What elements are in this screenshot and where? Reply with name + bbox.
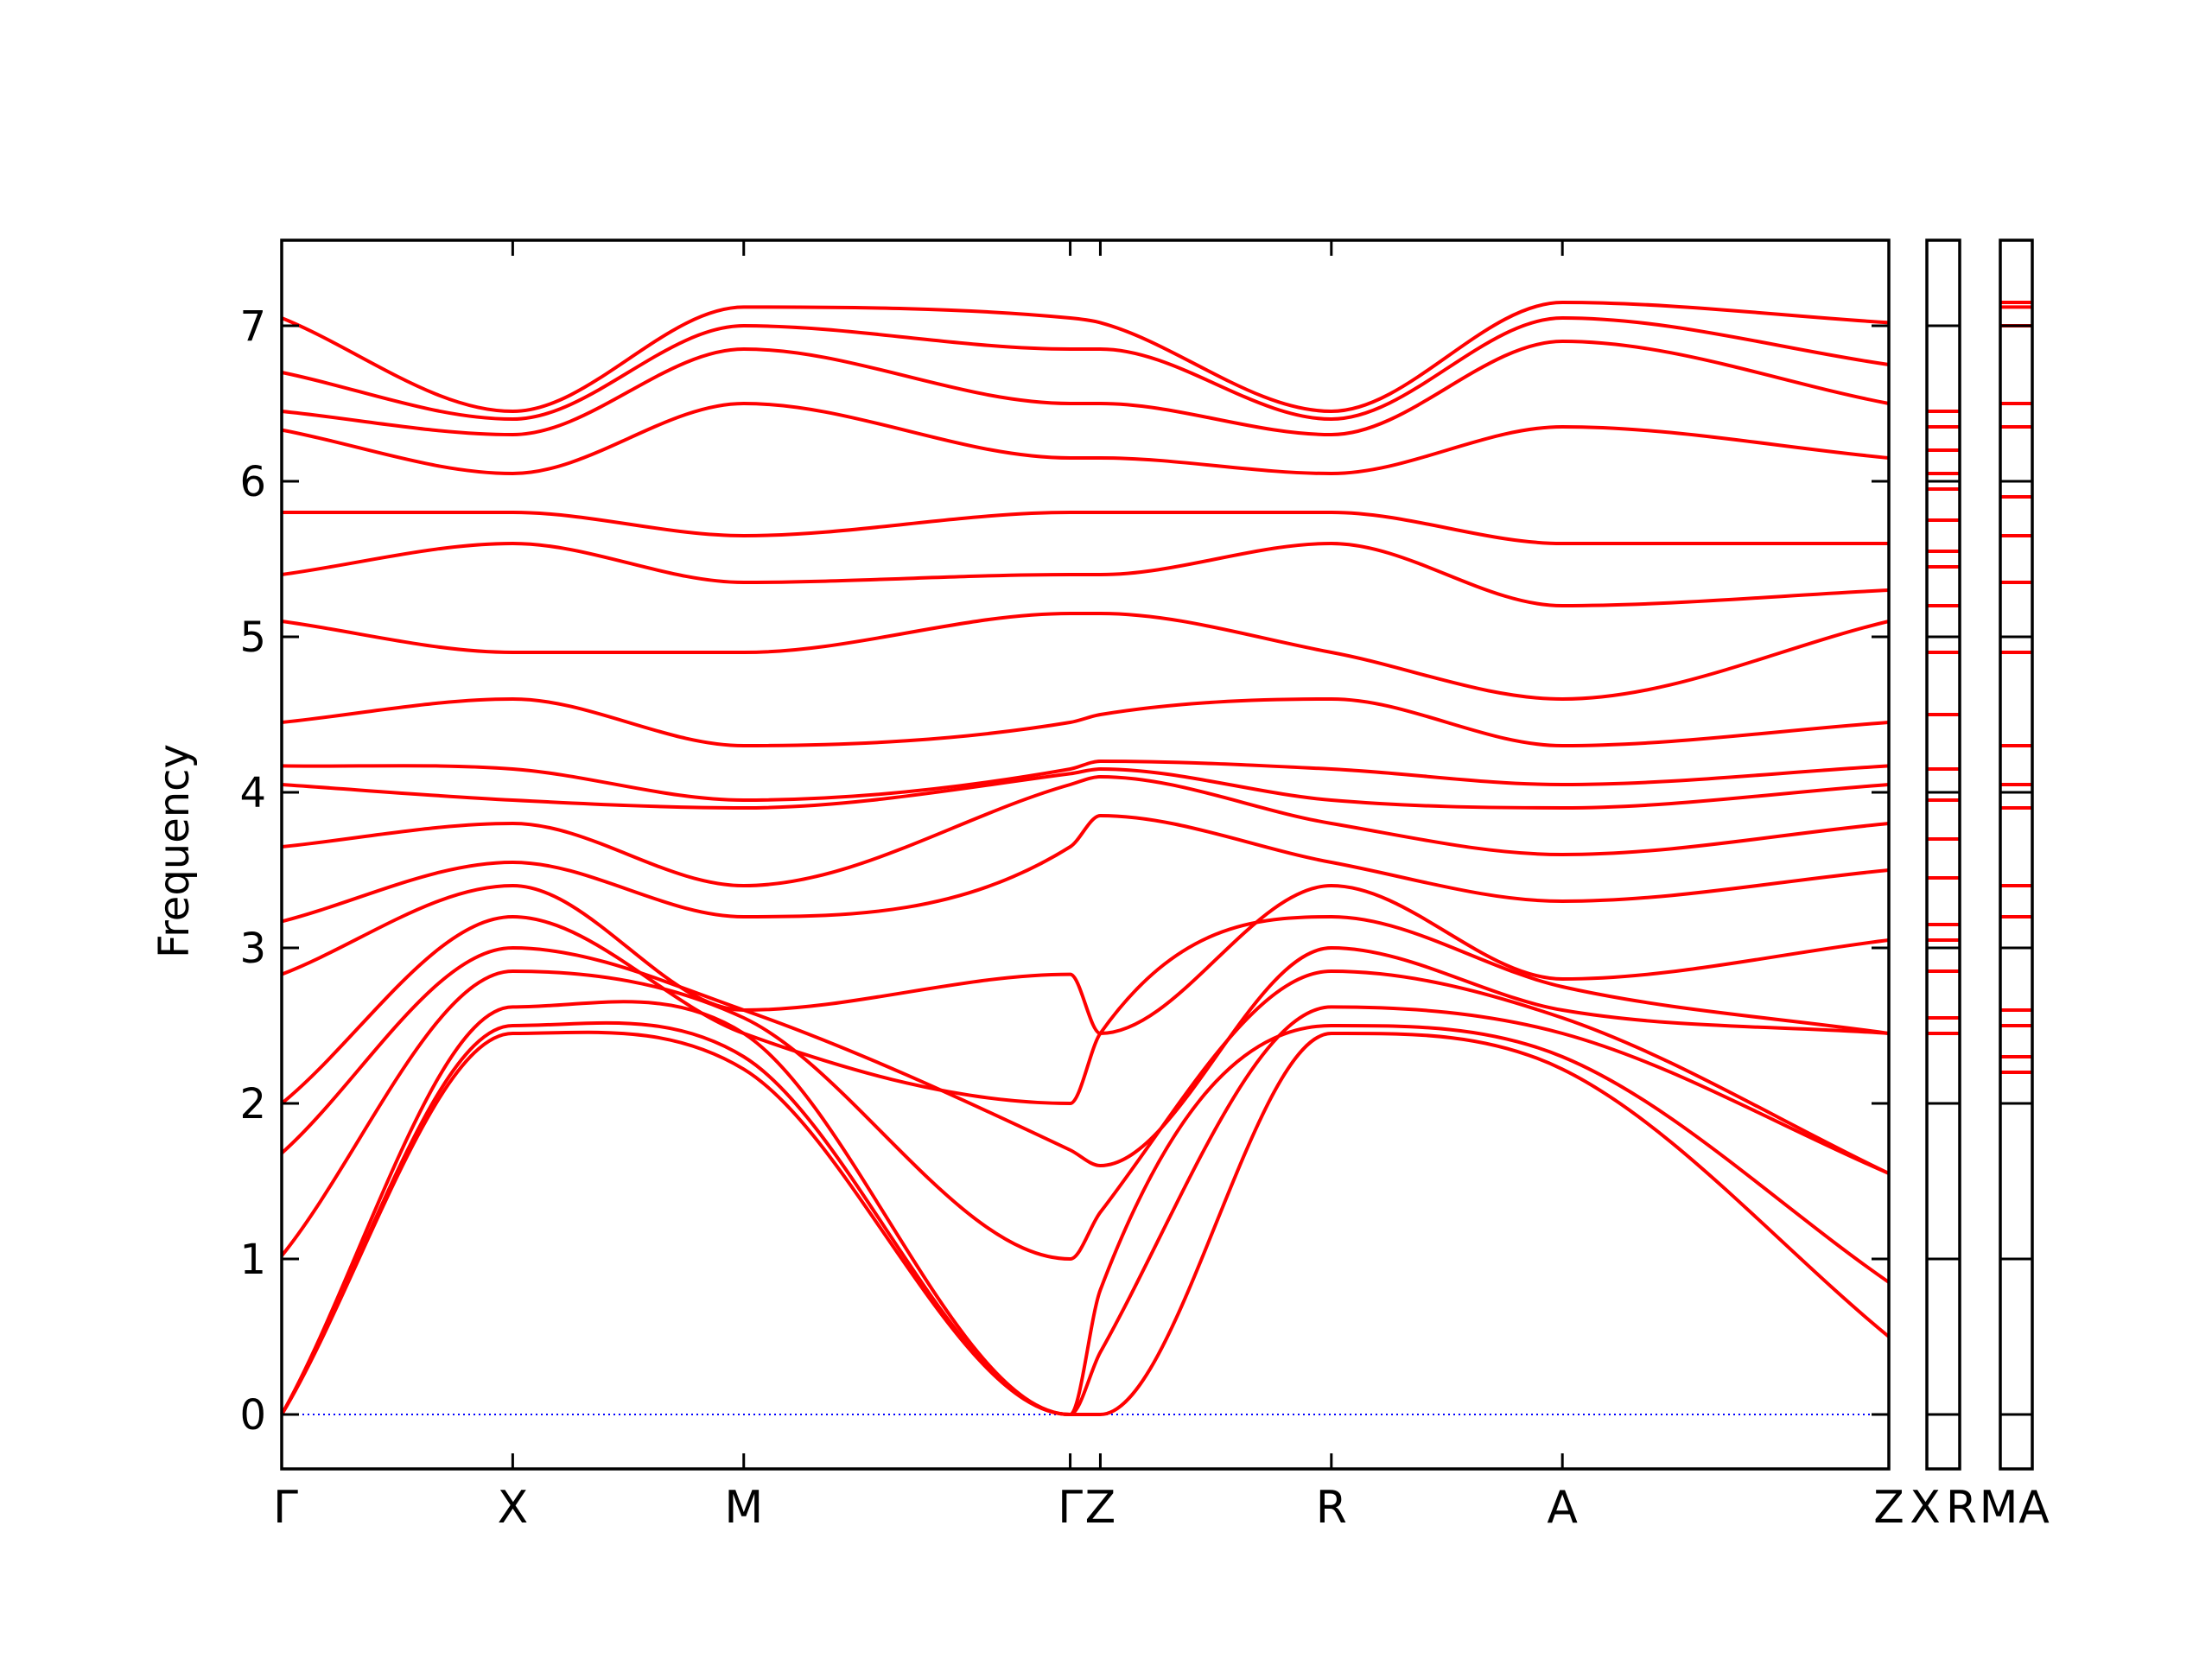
side-panel-frame (1999, 238, 2034, 1471)
y-tick-label: 1 (239, 1236, 266, 1284)
kpoint-label: Γ (1058, 1482, 1083, 1534)
band-line-15 (281, 402, 1890, 475)
band-line-9 (281, 767, 1890, 810)
band-line-0 (280, 1030, 1891, 1416)
y-tick-label: 6 (239, 458, 266, 506)
band-line-14 (282, 510, 1889, 546)
side-kpoint-label-left: X (1910, 1482, 1941, 1534)
side-kpoint-label-right: R (1946, 1482, 1977, 1534)
main-plot-frame (280, 238, 1891, 1471)
y-tick-label: 7 (239, 302, 266, 351)
kpoint-label: R (1316, 1482, 1347, 1534)
band-line-5 (280, 915, 1890, 1105)
y-tick-label: 3 (239, 925, 266, 973)
side-kpoint-label-right: A (2018, 1482, 2050, 1534)
band-line-1 (280, 1020, 1891, 1416)
kpoint-label: Γ (273, 1482, 298, 1534)
side-panel-frame (1925, 238, 1961, 1471)
y-tick-label: 2 (239, 1080, 266, 1128)
y-tick-label: 5 (239, 613, 266, 662)
y-axis-label: Frequency (150, 744, 199, 958)
band-line-8 (281, 775, 1890, 887)
band-line-12 (281, 612, 1890, 701)
band-line-4 (280, 946, 1890, 1167)
side-kpoint-label-left: M (1980, 1482, 2018, 1534)
band-line-11 (281, 697, 1890, 747)
kpoint-label: Z (1873, 1482, 1904, 1534)
band-line-7 (281, 814, 1890, 924)
band-line-2 (280, 1000, 1890, 1416)
band-line-6 (281, 884, 1890, 1035)
band-line-16 (281, 340, 1890, 436)
band-line-10 (281, 760, 1890, 802)
kpoint-label: M (724, 1482, 763, 1534)
kpoint-label: A (1547, 1482, 1578, 1534)
band-line-13 (281, 542, 1890, 607)
band-line-3 (280, 969, 1890, 1261)
y-tick-label: 0 (239, 1391, 266, 1440)
kpoint-label: X (498, 1482, 529, 1534)
band-line-17 (281, 316, 1890, 421)
kpoint-label: Z (1085, 1482, 1116, 1534)
y-tick-label: 4 (239, 769, 266, 817)
band-line-18 (281, 301, 1890, 413)
